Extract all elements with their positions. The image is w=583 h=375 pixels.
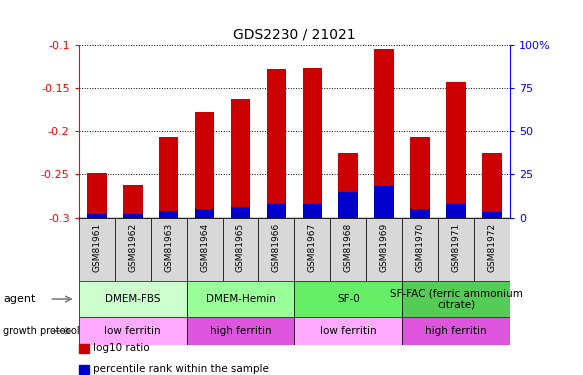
Bar <box>482 153 502 218</box>
Bar <box>79 317 187 345</box>
Text: percentile rank within the sample: percentile rank within the sample <box>93 364 269 374</box>
Bar <box>115 217 150 281</box>
Bar <box>410 137 430 218</box>
Bar <box>187 281 294 317</box>
Bar <box>87 214 107 217</box>
Bar <box>402 317 510 345</box>
Text: SF-0: SF-0 <box>337 294 360 304</box>
Bar <box>195 209 215 218</box>
Bar <box>159 137 178 218</box>
Bar <box>187 317 294 345</box>
Text: SF-FAC (ferric ammonium
citrate): SF-FAC (ferric ammonium citrate) <box>390 288 522 310</box>
Bar <box>123 214 142 217</box>
Bar <box>447 82 466 218</box>
Bar <box>339 153 358 218</box>
Text: low ferritin: low ferritin <box>104 326 161 336</box>
Bar <box>294 217 331 281</box>
Text: GSM81970: GSM81970 <box>416 223 425 272</box>
Text: GSM81972: GSM81972 <box>487 223 497 272</box>
Bar <box>231 99 250 218</box>
Bar <box>231 207 250 218</box>
Bar <box>159 211 178 218</box>
Bar <box>402 281 510 317</box>
Bar <box>438 217 474 281</box>
Text: GSM81961: GSM81961 <box>92 223 101 272</box>
Bar <box>374 50 394 217</box>
Text: GSM81971: GSM81971 <box>452 223 461 272</box>
Bar <box>303 68 322 218</box>
Text: GSM81967: GSM81967 <box>308 223 317 272</box>
Text: high ferritin: high ferritin <box>210 326 271 336</box>
Bar <box>482 212 502 217</box>
Bar <box>331 217 366 281</box>
Title: GDS2230 / 21021: GDS2230 / 21021 <box>233 27 356 41</box>
Bar <box>410 209 430 218</box>
Text: DMEM-FBS: DMEM-FBS <box>105 294 160 304</box>
Bar <box>87 172 107 217</box>
Bar <box>366 217 402 281</box>
Bar <box>303 204 322 218</box>
Bar <box>402 217 438 281</box>
Bar <box>150 217 187 281</box>
Text: low ferritin: low ferritin <box>320 326 377 336</box>
Bar <box>187 217 223 281</box>
Bar <box>123 185 142 218</box>
Bar <box>294 281 402 317</box>
Text: GSM81963: GSM81963 <box>164 223 173 272</box>
Text: GSM81968: GSM81968 <box>344 223 353 272</box>
Bar <box>474 217 510 281</box>
Text: GSM81966: GSM81966 <box>272 223 281 272</box>
Bar <box>339 192 358 217</box>
Bar <box>79 217 115 281</box>
Bar <box>447 204 466 218</box>
Bar <box>223 217 258 281</box>
Text: GSM81962: GSM81962 <box>128 223 137 272</box>
Bar <box>79 281 187 317</box>
Bar <box>258 217 294 281</box>
Bar <box>195 112 215 218</box>
Bar <box>374 186 394 218</box>
Text: DMEM-Hemin: DMEM-Hemin <box>206 294 275 304</box>
Text: GSM81964: GSM81964 <box>200 223 209 272</box>
Text: GSM81965: GSM81965 <box>236 223 245 272</box>
Bar <box>266 69 286 218</box>
Text: GSM81969: GSM81969 <box>380 223 389 272</box>
Text: log10 ratio: log10 ratio <box>93 344 150 353</box>
Text: high ferritin: high ferritin <box>426 326 487 336</box>
Text: growth protocol: growth protocol <box>3 326 79 336</box>
Bar <box>266 204 286 218</box>
Bar <box>294 317 402 345</box>
Text: agent: agent <box>3 294 36 304</box>
